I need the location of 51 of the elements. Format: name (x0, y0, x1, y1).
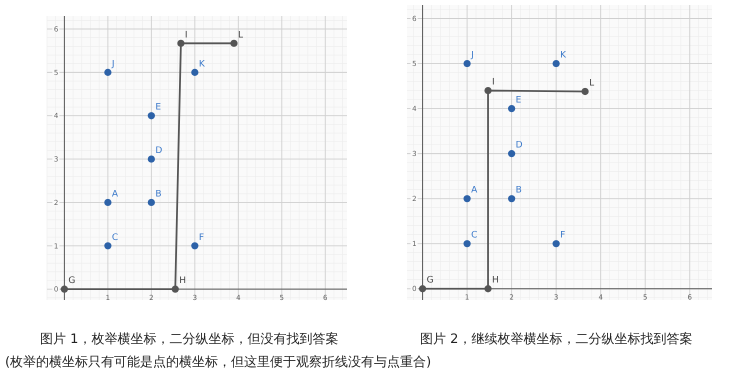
annotation: F (198, 232, 204, 243)
point (582, 88, 589, 96)
point (191, 68, 198, 76)
point (418, 285, 426, 292)
annotation: L (238, 30, 243, 40)
annotation: B (516, 186, 522, 196)
point (148, 155, 155, 163)
annotation: H (492, 276, 499, 286)
point (552, 60, 560, 68)
annotation: I (492, 78, 495, 88)
annotation: J (470, 50, 474, 61)
text: (枚举的横坐标只有可能是点的横坐标，但这里便于观察折线没有与点重合) (5, 354, 432, 370)
annotation: F (560, 230, 566, 241)
annotation: I (184, 30, 188, 40)
point (148, 112, 155, 120)
point (104, 198, 112, 206)
annotation: L (589, 78, 594, 88)
annotation: D (516, 140, 523, 151)
point (552, 240, 560, 248)
point (60, 286, 68, 293)
point (148, 198, 155, 206)
annotation: E (155, 102, 162, 113)
annotation: K (560, 50, 568, 61)
annotation: J (110, 59, 115, 70)
annotation: C (112, 232, 118, 243)
text: 图片 2，继续枚举横坐标，二分纵坐标找到答案 (420, 331, 692, 347)
annotation: K (198, 59, 206, 70)
point (177, 40, 185, 47)
text: 图片 1，枚举横坐标，二分纵坐标，但没有找到答案 (40, 331, 338, 347)
annotation: D (155, 146, 162, 156)
point (172, 286, 179, 293)
point (464, 195, 471, 202)
point (104, 68, 112, 76)
annotation: B (155, 189, 162, 200)
annotation: A (112, 189, 119, 200)
point (484, 285, 492, 292)
point (484, 86, 492, 94)
point (508, 195, 516, 202)
point (104, 242, 112, 250)
point (230, 40, 238, 47)
annotation: G (426, 276, 434, 286)
annotation: A (471, 186, 478, 196)
annotation: C (471, 230, 478, 241)
point (191, 242, 198, 250)
point (508, 104, 516, 112)
point (464, 240, 471, 248)
point (464, 60, 471, 68)
annotation: G (68, 276, 76, 286)
annotation: H (179, 276, 186, 286)
annotation: E (516, 96, 522, 106)
point (508, 150, 516, 158)
